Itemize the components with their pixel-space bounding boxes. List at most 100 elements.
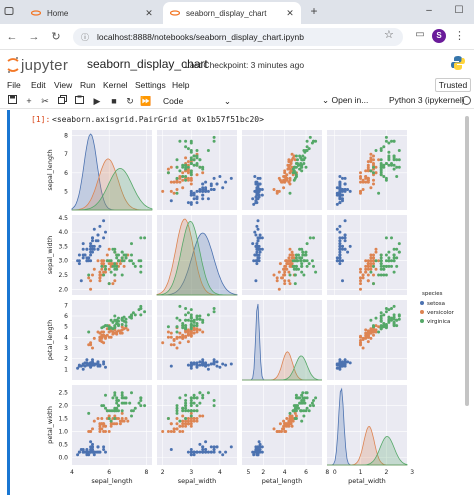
point-setosa: [218, 365, 222, 369]
subplot-petal_width-vs-petal_width: [327, 385, 408, 466]
tab-notebook[interactable]: seaborn_display_chart ✕: [163, 2, 301, 24]
tab-home[interactable]: Home ✕: [24, 2, 160, 24]
point-versicolor: [359, 279, 362, 283]
point-virginica: [297, 267, 300, 271]
point-virginica: [195, 315, 199, 319]
point-virginica: [189, 308, 193, 312]
paste-icon[interactable]: [73, 95, 85, 107]
point-setosa: [256, 256, 260, 260]
point-versicolor: [359, 341, 362, 345]
point-versicolor: [285, 417, 289, 420]
point-virginica: [384, 307, 388, 310]
point-setosa: [77, 450, 81, 454]
url-field[interactable]: ⓘ localhost:8888/notebooks/seaborn_displ…: [73, 28, 403, 46]
point-versicolor: [178, 335, 182, 339]
menu-edit[interactable]: Edit: [31, 80, 46, 90]
point-versicolor: [287, 180, 291, 184]
point-virginica: [117, 259, 120, 263]
point-virginica: [184, 327, 188, 331]
point-virginica: [384, 178, 388, 182]
point-setosa: [79, 448, 83, 451]
cut-icon[interactable]: ✂: [41, 96, 49, 106]
point-versicolor: [275, 279, 279, 283]
point-versicolor: [89, 430, 93, 433]
menu-icon[interactable]: ⋮: [454, 30, 465, 42]
site-info-icon[interactable]: ⓘ: [81, 32, 89, 42]
output-text: <seaborn.axisgrid.PairGrid at 0x1b57f51b…: [52, 115, 264, 124]
point-versicolor: [282, 267, 286, 271]
copy-icon[interactable]: [56, 95, 68, 107]
stop-icon[interactable]: ■: [111, 96, 117, 106]
point-virginica: [212, 404, 216, 408]
point-setosa: [338, 367, 342, 371]
point-virginica: [137, 401, 141, 405]
point-virginica: [379, 273, 383, 277]
run-icon[interactable]: ▶: [93, 96, 101, 106]
point-virginica: [305, 139, 309, 143]
close-icon[interactable]: ✕: [145, 7, 153, 18]
back-icon[interactable]: ←: [6, 31, 18, 43]
cell-type-select[interactable]: Code ⌄: [160, 94, 234, 108]
point-setosa: [98, 244, 102, 248]
notebook-title[interactable]: seaborn_display_chart: [87, 57, 208, 71]
point-versicolor: [287, 424, 291, 428]
jupyter-logo[interactable]: jupyter: [7, 55, 71, 75]
point-virginica: [139, 307, 143, 310]
point-versicolor: [175, 427, 179, 431]
point-versicolor: [288, 262, 292, 266]
point-versicolor: [161, 430, 165, 433]
menu-settings[interactable]: Settings: [135, 80, 166, 90]
point-virginica: [133, 406, 137, 410]
point-virginica: [392, 320, 396, 324]
point-versicolor: [122, 419, 126, 423]
point-versicolor: [372, 262, 375, 266]
add-cell-icon[interactable]: +: [26, 96, 32, 106]
point-virginica: [184, 399, 188, 402]
open-in-button[interactable]: ⌄ Open in...: [322, 95, 368, 106]
open-in-label: Open in...: [331, 95, 369, 105]
menu-run[interactable]: Run: [80, 80, 96, 90]
trusted-badge[interactable]: Trusted: [435, 78, 471, 92]
star-icon[interactable]: ☆: [384, 29, 394, 41]
kernel-status[interactable]: Python 3 (ipykernel): [389, 95, 465, 105]
menu-kernel[interactable]: Kernel: [103, 80, 128, 90]
point-setosa: [204, 440, 208, 444]
point-virginica: [184, 409, 188, 413]
tab-search-icon[interactable]: ▭: [415, 29, 425, 40]
axes-background: [327, 385, 407, 465]
scrollbar-thumb[interactable]: [465, 116, 469, 406]
save-icon[interactable]: [6, 95, 18, 107]
menu-file[interactable]: File: [7, 80, 21, 90]
point-setosa: [341, 363, 344, 367]
tab-list-icon[interactable]: [3, 6, 15, 18]
point-versicolor: [178, 430, 182, 433]
menu-help[interactable]: Help: [172, 80, 190, 90]
point-versicolor: [293, 411, 297, 415]
point-versicolor: [181, 419, 185, 423]
restart-icon[interactable]: ↻: [126, 96, 134, 106]
point-versicolor: [372, 256, 375, 260]
menu-view[interactable]: View: [54, 80, 73, 90]
point-versicolor: [102, 424, 106, 428]
point-virginica: [113, 391, 117, 395]
minimize-icon[interactable]: –: [426, 5, 432, 16]
close-icon[interactable]: ✕: [286, 7, 294, 18]
point-virginica: [195, 404, 199, 408]
point-virginica: [184, 165, 188, 169]
point-versicolor: [98, 427, 102, 431]
maximize-icon[interactable]: ☐: [454, 5, 464, 16]
point-virginica: [189, 396, 193, 400]
point-virginica: [298, 396, 302, 400]
new-tab-icon[interactable]: +: [310, 4, 318, 18]
point-versicolor: [366, 279, 370, 283]
point-versicolor: [275, 189, 279, 193]
point-versicolor: [98, 273, 102, 277]
point-setosa: [98, 224, 102, 228]
point-virginica: [113, 417, 117, 420]
fast-forward-icon[interactable]: ⏩: [140, 96, 152, 106]
point-virginica: [369, 270, 373, 274]
avatar[interactable]: S: [432, 29, 446, 43]
point-versicolor: [92, 336, 96, 340]
reload-icon[interactable]: ↻: [51, 31, 61, 43]
forward-icon[interactable]: →: [28, 31, 40, 43]
